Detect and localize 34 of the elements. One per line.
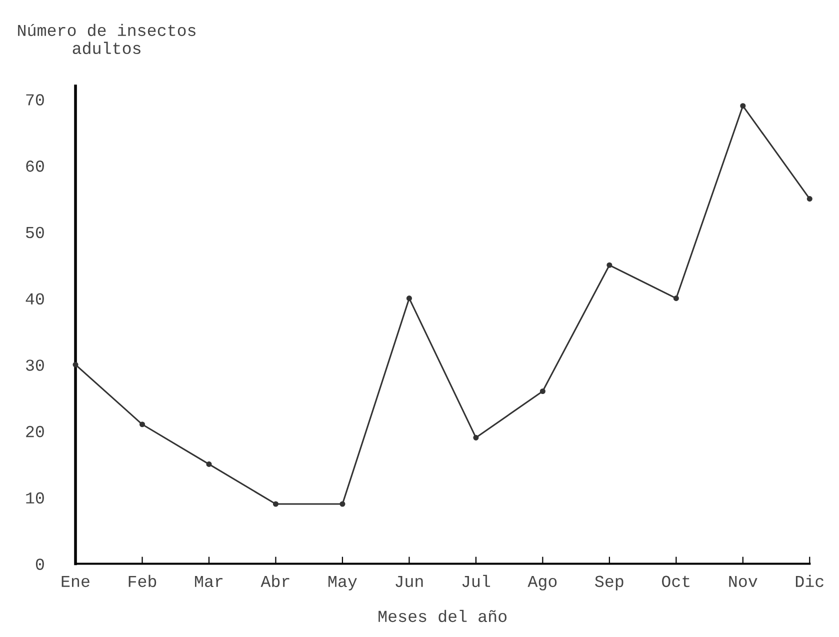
x-tick-label: Ene [62,576,90,588]
y-tick-label: 10 [26,492,44,504]
point [606,262,612,268]
point [540,388,546,394]
x-tick-label: Abr [260,574,290,588]
x-tick-label: Ago [528,576,557,590]
point [72,362,78,368]
x-tick-label: Jun [396,576,423,588]
y-tick-label: 20 [26,426,44,438]
x-tick-label: Sep [595,576,624,590]
point [740,103,746,109]
x-tick-label: Nov [729,576,758,588]
point [406,296,412,302]
x-tick-label: May [328,576,357,590]
y-tick-label: 30 [26,360,44,371]
y-axis-title: Número de insectos adultos [18,24,196,54]
x-tick-label: Feb [128,574,156,588]
point [806,196,812,202]
point [139,422,146,428]
point [340,501,346,507]
x-axis-title: Meses del año [378,610,506,622]
point [473,434,479,440]
point [206,461,212,467]
y-tick-label: 50 [26,226,44,238]
point [272,501,279,507]
x-tick-label: Oct [662,576,690,588]
x-tick-label: Dic [796,574,824,588]
y-tick-label: 40 [26,293,44,305]
point [673,296,679,302]
y-tick-label: 0 [36,558,44,570]
x-tick-label: Mar [195,576,222,588]
y-tick-label: 70 [26,94,44,106]
x-tick-label: Jul [462,574,490,588]
y-tick-label: 60 [26,160,44,172]
